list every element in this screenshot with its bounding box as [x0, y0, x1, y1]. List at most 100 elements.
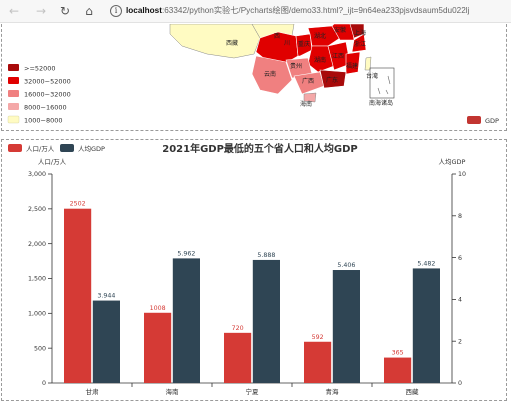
map-label: 广西: [302, 77, 314, 85]
info-icon[interactable]: i: [110, 5, 122, 17]
y-left-tick-label: 0: [42, 380, 46, 387]
map-label: 台湾: [366, 72, 378, 80]
y-axis-right-name: 人均GDP: [439, 157, 466, 166]
map-region-anhui[interactable]: [331, 23, 355, 41]
visual-map-swatch[interactable]: [8, 103, 19, 110]
map-region-guangdong[interactable]: [319, 69, 347, 89]
y-right-tick-label: 6: [458, 255, 462, 262]
home-icon[interactable]: ⌂: [85, 4, 93, 18]
bar-gdp-per-capita[interactable]: [92, 300, 120, 383]
map-region-chongqing[interactable]: [295, 33, 313, 57]
y-left-tick-label: 2,500: [28, 206, 46, 213]
visual-map-label: 8000~16000: [24, 104, 67, 112]
map-region-hainan[interactable]: [303, 92, 317, 103]
south-sea-islands-icon: [373, 73, 391, 95]
map-label: 上海: [354, 29, 366, 37]
bar-population[interactable]: [304, 341, 332, 383]
data-label-gdp-per-capita: 5.406: [337, 262, 355, 269]
bar-population[interactable]: [144, 312, 172, 383]
legend-item-population[interactable]: 人口/万人: [8, 144, 55, 153]
visual-map-label: 1000~8000: [24, 117, 63, 125]
back-arrow-icon[interactable]: ←: [8, 4, 20, 18]
visual-map-swatch[interactable]: [8, 77, 19, 84]
legend-label: 人口/万人: [26, 145, 55, 153]
visual-map-label: 16000~32000: [24, 91, 71, 99]
y-left-tick-label: 500: [34, 345, 46, 352]
y-left-tick-label: 1,000: [28, 311, 46, 318]
x-tick-label: 海南: [166, 387, 180, 396]
data-label-population: 2502: [70, 201, 86, 208]
y-right-tick-label: 10: [458, 171, 466, 178]
browser-toolbar: ← → ↻ ⌂ i localhost:63342/python实验七/Pych…: [0, 0, 511, 23]
data-label-population: 365: [392, 350, 404, 357]
chart-panel: 人口/万人 人均GDP 2021年GDP最低的五个省人口和人均GDP 人口/万人…: [1, 139, 507, 401]
x-tick-label: 青海: [326, 387, 340, 396]
map-label: 川: [284, 40, 290, 47]
bar-population[interactable]: [224, 332, 252, 383]
map-legend-gdp[interactable]: GDP: [467, 116, 499, 125]
visual-map-swatch[interactable]: [7, 115, 20, 124]
y-left-tick-label: 2,000: [28, 241, 46, 248]
forward-arrow-icon[interactable]: →: [35, 4, 47, 18]
map-label: 湖北: [314, 32, 326, 40]
map-label: 重庆: [298, 40, 310, 48]
map-label: 江西: [332, 53, 344, 60]
legend-swatch: [467, 116, 481, 124]
map-label: 湖南: [314, 56, 326, 64]
data-label-population: 720: [232, 325, 244, 332]
data-label-gdp-per-capita: 5.888: [257, 252, 275, 259]
url-host: localhost: [126, 6, 162, 15]
data-label-gdp-per-capita: 3.944: [97, 293, 115, 300]
map-label: 海南: [300, 100, 312, 108]
visual-map-label: 32000~52000: [24, 78, 71, 86]
map-region-fujian[interactable]: [345, 51, 361, 75]
china-gdp-map: 西藏 西 川 重庆 湖北 安徽 上海 湖南 贵州 云南 广西 广东 台湾 海南 …: [7, 23, 499, 125]
bar-gdp-per-capita[interactable]: [412, 268, 440, 383]
map-label: 南海诸岛: [369, 99, 393, 107]
x-tick-label: 西藏: [406, 387, 420, 396]
bar-gdp-per-capita[interactable]: [172, 258, 200, 383]
data-label-population: 1008: [150, 305, 166, 312]
map-panel: 西藏 西 川 重庆 湖北 安徽 上海 湖南 贵州 云南 广西 广东 台湾 海南 …: [1, 23, 507, 131]
legend-item-gdp-per-capita[interactable]: 人均GDP: [60, 144, 105, 153]
map-region-zhejiang[interactable]: [351, 33, 367, 53]
bar-chart: 人口/万人 人均GDP 2021年GDP最低的五个省人口和人均GDP 人口/万人…: [8, 142, 466, 396]
y-right-tick-label: 0: [458, 380, 462, 387]
legend-label: GDP: [485, 117, 499, 125]
map-label: 福建: [346, 62, 358, 70]
bar-population[interactable]: [384, 357, 412, 383]
bar-gdp-per-capita[interactable]: [332, 270, 360, 383]
map-region-xizang[interactable]: [169, 23, 261, 59]
south-sea-inset: [369, 67, 395, 99]
url-path: :63342/python实验七/Pycharts绘图/demo33.html?…: [161, 6, 470, 15]
visual-map-swatch[interactable]: [8, 64, 19, 71]
url-text[interactable]: localhost:63342/python实验七/Pycharts绘图/dem…: [126, 4, 469, 18]
map-label: 贵州: [290, 62, 302, 70]
address-bar[interactable]: i localhost:63342/python实验七/Pycharts绘图/d…: [108, 2, 506, 20]
visual-map-legend: >=52000 32000~52000 16000~32000 8000~160…: [7, 64, 71, 125]
y-right-tick-label: 8: [458, 213, 462, 220]
chart-title: 2021年GDP最低的五个省人口和人均GDP: [162, 142, 358, 155]
y-right-tick-label: 4: [458, 297, 462, 304]
legend-swatch: [60, 144, 74, 152]
y-right-tick-label: 2: [458, 338, 462, 345]
legend-swatch: [8, 144, 22, 152]
legend-label: 人均GDP: [78, 144, 105, 153]
map-region-yunnan[interactable]: [251, 55, 293, 95]
x-tick-label: 甘肃: [86, 387, 100, 396]
data-label-population: 592: [312, 334, 324, 341]
visual-map-label: >=52000: [24, 65, 56, 73]
map-label: 浙江: [354, 40, 366, 48]
map-label: 广东: [326, 76, 338, 84]
visual-map-swatch[interactable]: [8, 90, 19, 97]
bar-population[interactable]: [64, 208, 92, 383]
x-tick-label: 宁夏: [246, 387, 260, 396]
reload-icon[interactable]: ↻: [59, 4, 71, 18]
map-label: 安徽: [334, 26, 346, 34]
y-left-tick-label: 3,000: [28, 171, 46, 178]
data-label-gdp-per-capita: 5.482: [417, 260, 435, 267]
y-left-tick-label: 1,500: [28, 276, 46, 283]
map-label: 西藏: [226, 39, 238, 47]
bar-gdp-per-capita[interactable]: [252, 259, 280, 383]
y-axis-left-name: 人口/万人: [38, 158, 67, 166]
